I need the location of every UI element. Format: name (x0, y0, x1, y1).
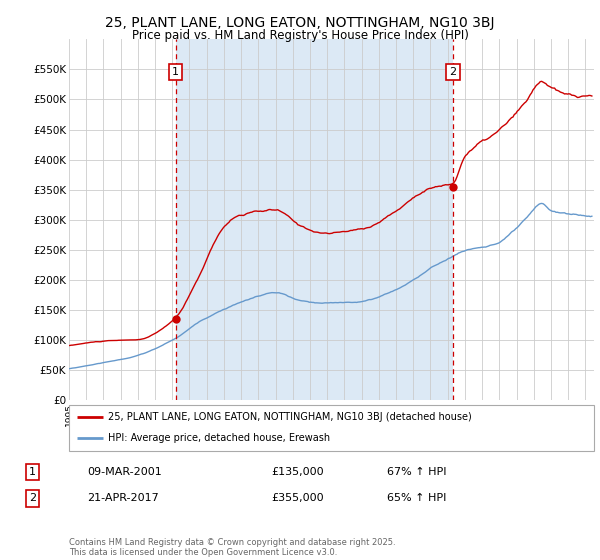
Text: HPI: Average price, detached house, Erewash: HPI: Average price, detached house, Erew… (109, 433, 331, 444)
Text: 21-APR-2017: 21-APR-2017 (87, 493, 159, 503)
Text: Contains HM Land Registry data © Crown copyright and database right 2025.
This d: Contains HM Land Registry data © Crown c… (69, 538, 395, 557)
Text: 67% ↑ HPI: 67% ↑ HPI (386, 467, 446, 477)
Bar (176, 39, 453, 400)
Text: 09-MAR-2001: 09-MAR-2001 (87, 467, 162, 477)
Text: 2: 2 (449, 67, 457, 77)
Text: £355,000: £355,000 (271, 493, 324, 503)
Text: 2: 2 (29, 493, 36, 503)
Text: 25, PLANT LANE, LONG EATON, NOTTINGHAM, NG10 3BJ (detached house): 25, PLANT LANE, LONG EATON, NOTTINGHAM, … (109, 412, 472, 422)
Text: 65% ↑ HPI: 65% ↑ HPI (386, 493, 446, 503)
FancyBboxPatch shape (69, 405, 594, 451)
Text: 1: 1 (29, 467, 36, 477)
Text: 1: 1 (172, 67, 179, 77)
Text: Price paid vs. HM Land Registry's House Price Index (HPI): Price paid vs. HM Land Registry's House … (131, 29, 469, 42)
Text: £135,000: £135,000 (271, 467, 324, 477)
Text: 25, PLANT LANE, LONG EATON, NOTTINGHAM, NG10 3BJ: 25, PLANT LANE, LONG EATON, NOTTINGHAM, … (105, 16, 495, 30)
